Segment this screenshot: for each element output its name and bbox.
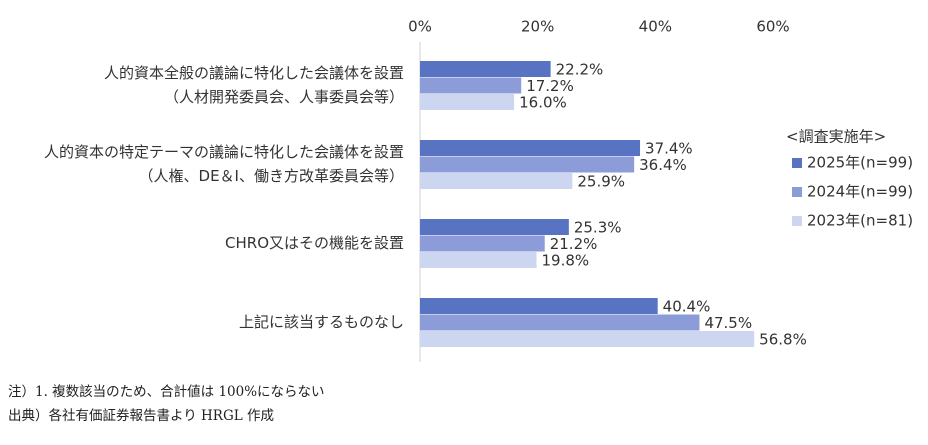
x-axis-ticks: 0% 20% 40% 60% (408, 18, 790, 36)
data-label: 17.2% (526, 77, 574, 95)
data-label: 40.4% (663, 298, 711, 316)
data-label: 25.9% (577, 173, 625, 191)
bar (420, 314, 700, 331)
data-label: 25.3% (574, 219, 622, 237)
bars (420, 61, 755, 347)
category-labels: 人的資本全般の議論に特化した会議体を設置 （人材開発委員会、人事委員会等） 人的資本… (44, 64, 404, 331)
legend-swatch (792, 216, 802, 226)
category-label: CHRO又はその機能を設置 (225, 234, 404, 252)
bar-chart: 0% 20% 40% 60% 人的資本全般の議論に特化した会議体を設置 （人材開発委員会… (44, 18, 913, 362)
data-label: 22.2% (556, 61, 604, 79)
bar (420, 156, 635, 173)
legend-entry: 2024年(n=99) (807, 183, 913, 201)
category-label: （人権、DE＆I、働き方改革委員会等） (139, 167, 404, 185)
bar (420, 94, 515, 110)
data-label: 36.4% (639, 156, 687, 174)
data-label: 37.4% (645, 140, 693, 158)
data-label: 56.8% (759, 331, 807, 349)
footnotes: 注）1. 複数該当のため、合計値は 100%にならない 出典）各社有価証券報告書… (8, 380, 325, 428)
note-line-1: 注）1. 複数該当のため、合計値は 100%にならない (8, 384, 325, 400)
bar (420, 140, 641, 156)
data-labels: 22.2% 37.4% 25.3% 40.4% 17.2% 36.4% 21.2% 47.5%… (519, 61, 807, 349)
bar (420, 173, 573, 189)
legend-entry: 2023年(n=81) (807, 212, 913, 230)
category-label: 人的資本全般の議論に特化した会議体を設置 (104, 64, 404, 82)
data-label: 16.0% (519, 94, 567, 112)
x-tick-label: 0% (408, 18, 432, 36)
category-label: 人的資本の特定テーマの議論に特化した会議体を設置 (44, 143, 404, 161)
legend-entry: 2025年(n=99) (807, 154, 913, 172)
data-label: 19.8% (541, 252, 589, 270)
x-tick-label: 40% (639, 18, 672, 36)
bar (420, 219, 569, 235)
x-tick-label: 20% (521, 18, 554, 36)
legend-swatch (792, 187, 802, 197)
bar (420, 61, 551, 77)
bar (420, 235, 545, 252)
x-tick-label: 60% (756, 18, 789, 36)
bar (420, 77, 522, 94)
data-label: 21.2% (550, 235, 598, 253)
legend-title: <調査実施年> (786, 128, 886, 146)
source-line: 出典）各社有価証券報告書より HRGL 作成 (8, 408, 274, 424)
bar (420, 252, 537, 268)
bar (420, 331, 755, 347)
bar (420, 298, 658, 314)
category-label: （人材開発委員会、人事委員会等） (164, 88, 404, 106)
legend: <調査実施年> 2025年(n=99) 2024年(n=99) 2023年(n=81) (786, 128, 913, 230)
legend-swatch (792, 158, 802, 168)
data-label: 47.5% (704, 314, 752, 332)
category-label: 上記に該当するものなし (239, 313, 404, 331)
